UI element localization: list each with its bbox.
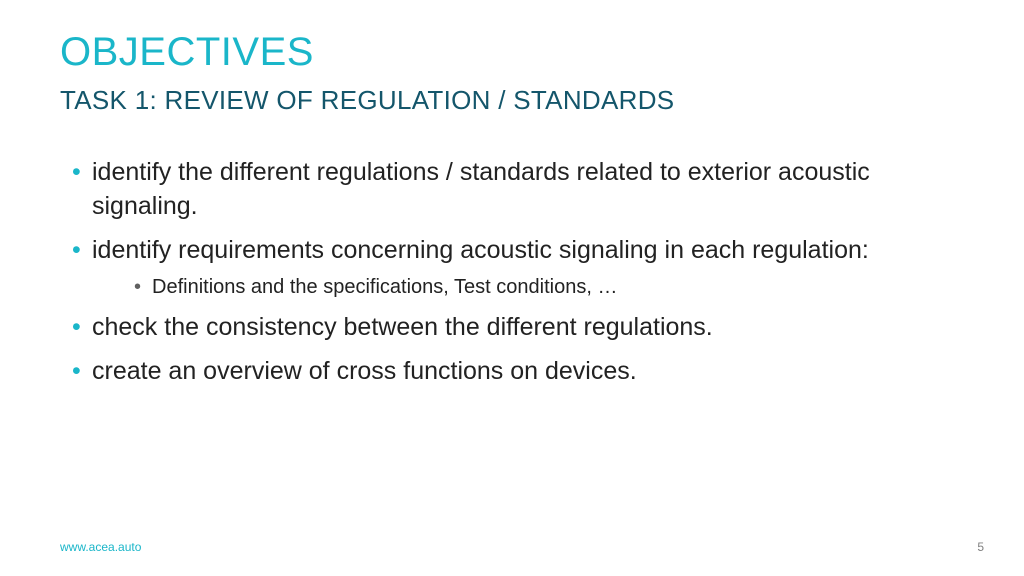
list-item-text: identify the different regulations / sta… — [92, 158, 870, 220]
list-item-text: identify requirements concerning acousti… — [92, 236, 869, 264]
bullet-list: identify the different regulations / sta… — [60, 156, 964, 389]
slide-title: OBJECTIVES — [60, 30, 964, 75]
footer-page-number: 5 — [977, 540, 984, 554]
list-item: identify requirements concerning acousti… — [78, 234, 964, 302]
sub-list-item-text: Definitions and the specifications, Test… — [152, 276, 617, 298]
list-item-text: create an overview of cross functions on… — [92, 357, 637, 385]
list-item: check the consistency between the differ… — [78, 311, 964, 345]
slide-subtitle: TASK 1: REVIEW OF REGULATION / STANDARDS — [60, 85, 964, 116]
footer-url: www.acea.auto — [60, 540, 141, 554]
list-item: identify the different regulations / sta… — [78, 156, 964, 224]
list-item-text: check the consistency between the differ… — [92, 313, 713, 341]
sub-bullet-list: Definitions and the specifications, Test… — [92, 273, 964, 301]
list-item: create an overview of cross functions on… — [78, 355, 964, 389]
sub-list-item: Definitions and the specifications, Test… — [134, 273, 964, 301]
